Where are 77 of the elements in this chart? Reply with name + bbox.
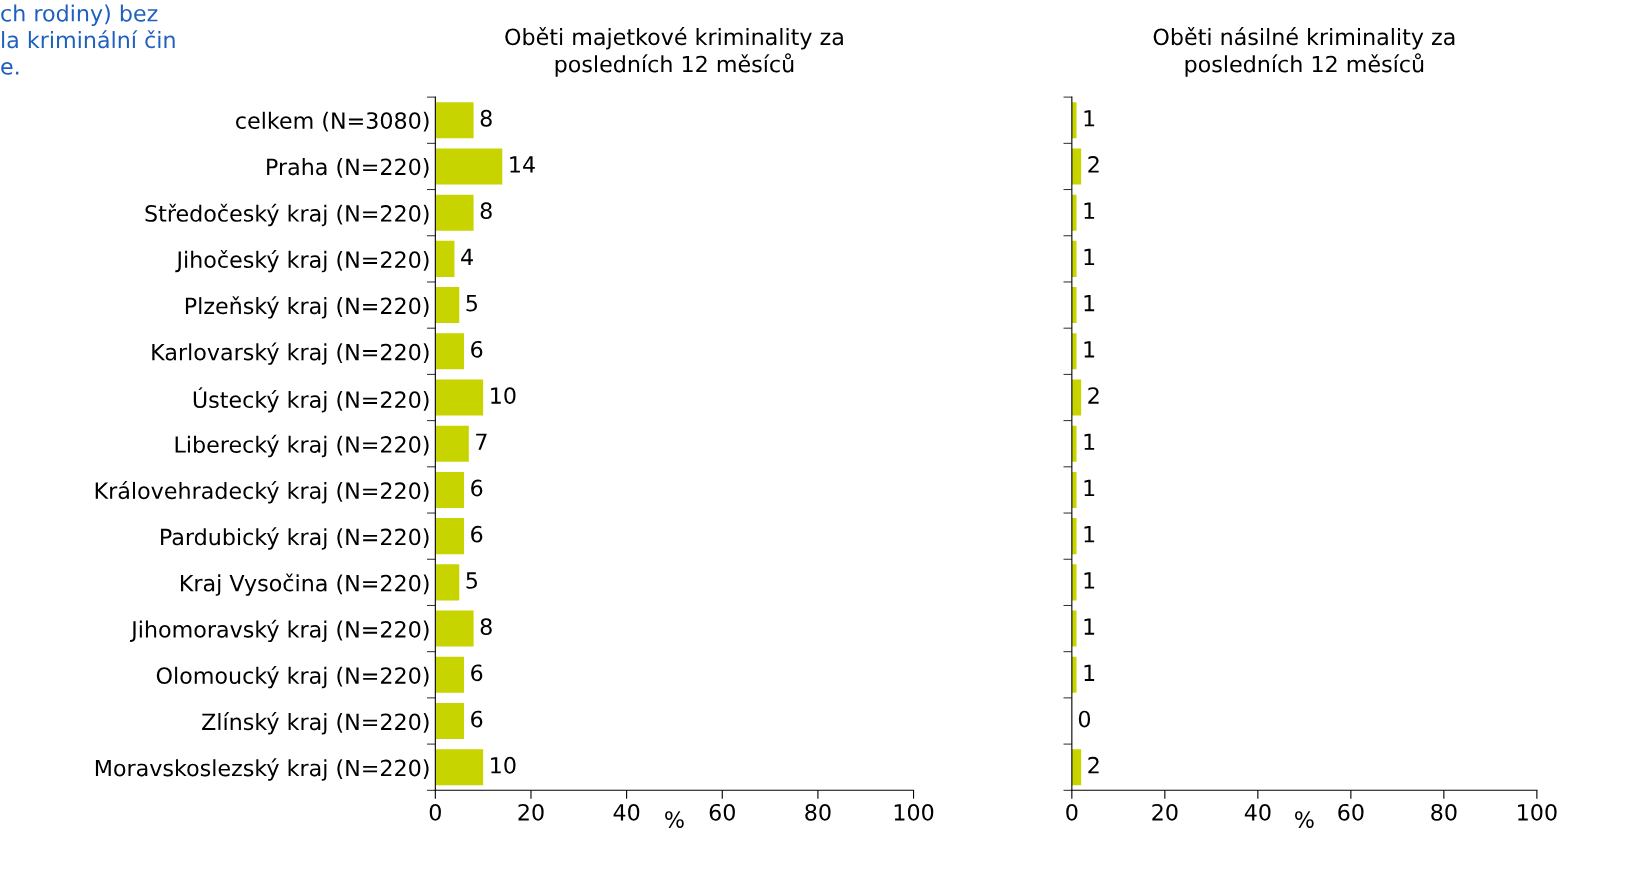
bar xyxy=(435,702,465,740)
data-label: 6 xyxy=(471,525,483,543)
data-label: 2 xyxy=(1088,756,1099,774)
bar xyxy=(435,749,484,786)
data-label: 1 xyxy=(1084,341,1095,358)
bar xyxy=(435,425,469,462)
y-tick-label: Karlovarský kraj (N=220) xyxy=(152,342,429,365)
x-tick-label: 0 xyxy=(429,803,441,821)
x-tick-label: 40 xyxy=(613,803,640,821)
bar xyxy=(435,240,455,277)
y-tick-label: Liberecký kraj (N=220) xyxy=(175,434,429,458)
data-label: 14 xyxy=(510,156,535,173)
chart-title: Oběti majetkové kriminality za posledních 12 měsíců xyxy=(505,27,843,77)
bar xyxy=(435,471,465,508)
bar xyxy=(435,564,460,601)
x-tick-label: 0 xyxy=(1066,803,1078,821)
data-label: 5 xyxy=(466,572,477,589)
data-label: 1 xyxy=(1084,618,1095,635)
data-label: 4 xyxy=(461,248,473,265)
y-tick-label: Jihočeský kraj (N=220) xyxy=(175,249,429,273)
y-tick-label: Plzeňský kraj (N=220) xyxy=(185,296,429,319)
x-tick-label: 40 xyxy=(1244,803,1271,821)
data-label: 5 xyxy=(466,295,477,312)
y-tick-label: celkem (N=3080) xyxy=(236,111,429,132)
y-tick-label: Královehradecký kraj (N=220) xyxy=(95,481,429,504)
data-label: 1 xyxy=(1084,248,1095,265)
data-label: 6 xyxy=(471,710,483,728)
data-label: 1 xyxy=(1084,526,1095,543)
data-label: 0 xyxy=(1078,710,1091,728)
data-label: 1 xyxy=(1084,202,1095,219)
data-label: 1 xyxy=(1084,479,1095,497)
x-tick-label: 20 xyxy=(1152,803,1178,821)
data-label: 1 xyxy=(1084,433,1095,450)
text: ch rodiny) bez la kriminální čin e. xyxy=(1,4,175,75)
bar xyxy=(435,102,474,139)
y-tick-label: Praha (N=220) xyxy=(267,158,429,178)
y-tick-label: Jihomoravský kraj (N=220) xyxy=(130,619,429,643)
data-label: 1 xyxy=(1084,110,1095,127)
y-tick-label: Pardubický kraj (N=220) xyxy=(161,527,429,550)
x-axis-title: % xyxy=(1295,811,1314,828)
bar xyxy=(435,656,465,693)
y-tick-label: Olomoucký kraj (N=220) xyxy=(156,665,429,689)
x-tick-label: 80 xyxy=(805,803,831,821)
x-tick-label: 80 xyxy=(1431,803,1457,821)
bar xyxy=(435,287,460,324)
bar xyxy=(435,610,474,647)
x-tick-label: 60 xyxy=(1338,803,1364,821)
x-tick-label: 60 xyxy=(709,803,735,821)
data-label: 1 xyxy=(1084,572,1095,589)
data-label: 8 xyxy=(480,202,492,220)
bar xyxy=(435,518,465,555)
data-label: 6 xyxy=(471,664,483,682)
data-label: 8 xyxy=(480,109,492,127)
data-label: 2 xyxy=(1088,387,1099,404)
bar xyxy=(435,148,503,185)
y-tick-label: Moravskoslezský kraj (N=220) xyxy=(95,758,429,781)
data-label: 8 xyxy=(480,618,492,636)
bar xyxy=(435,333,465,370)
x-tick-label: 20 xyxy=(518,803,544,821)
y-tick-label: Zlínský kraj (N=220) xyxy=(202,712,429,735)
data-label: 6 xyxy=(471,340,483,358)
data-label: 6 xyxy=(471,479,483,497)
y-tick-label: Středočeský kraj (N=220) xyxy=(145,203,429,227)
x-axis-title: % xyxy=(665,811,684,828)
data-label: 1 xyxy=(1084,295,1095,312)
bar xyxy=(435,379,484,416)
data-label: 2 xyxy=(1088,156,1099,173)
data-label: 7 xyxy=(476,433,487,450)
data-label: 1 xyxy=(1084,664,1095,681)
x-tick-label: 100 xyxy=(1518,803,1557,821)
bar xyxy=(435,194,474,231)
y-tick-label: Ústecký kraj (N=220) xyxy=(193,387,429,413)
data-label: 10 xyxy=(491,756,516,774)
x-tick-label: 100 xyxy=(894,803,934,821)
data-label: 10 xyxy=(491,387,516,404)
chart-title: Oběti násilné kriminality za posledních 12 měsíců xyxy=(1153,27,1455,77)
y-tick-label: Kraj Vysočina (N=220) xyxy=(180,573,429,596)
